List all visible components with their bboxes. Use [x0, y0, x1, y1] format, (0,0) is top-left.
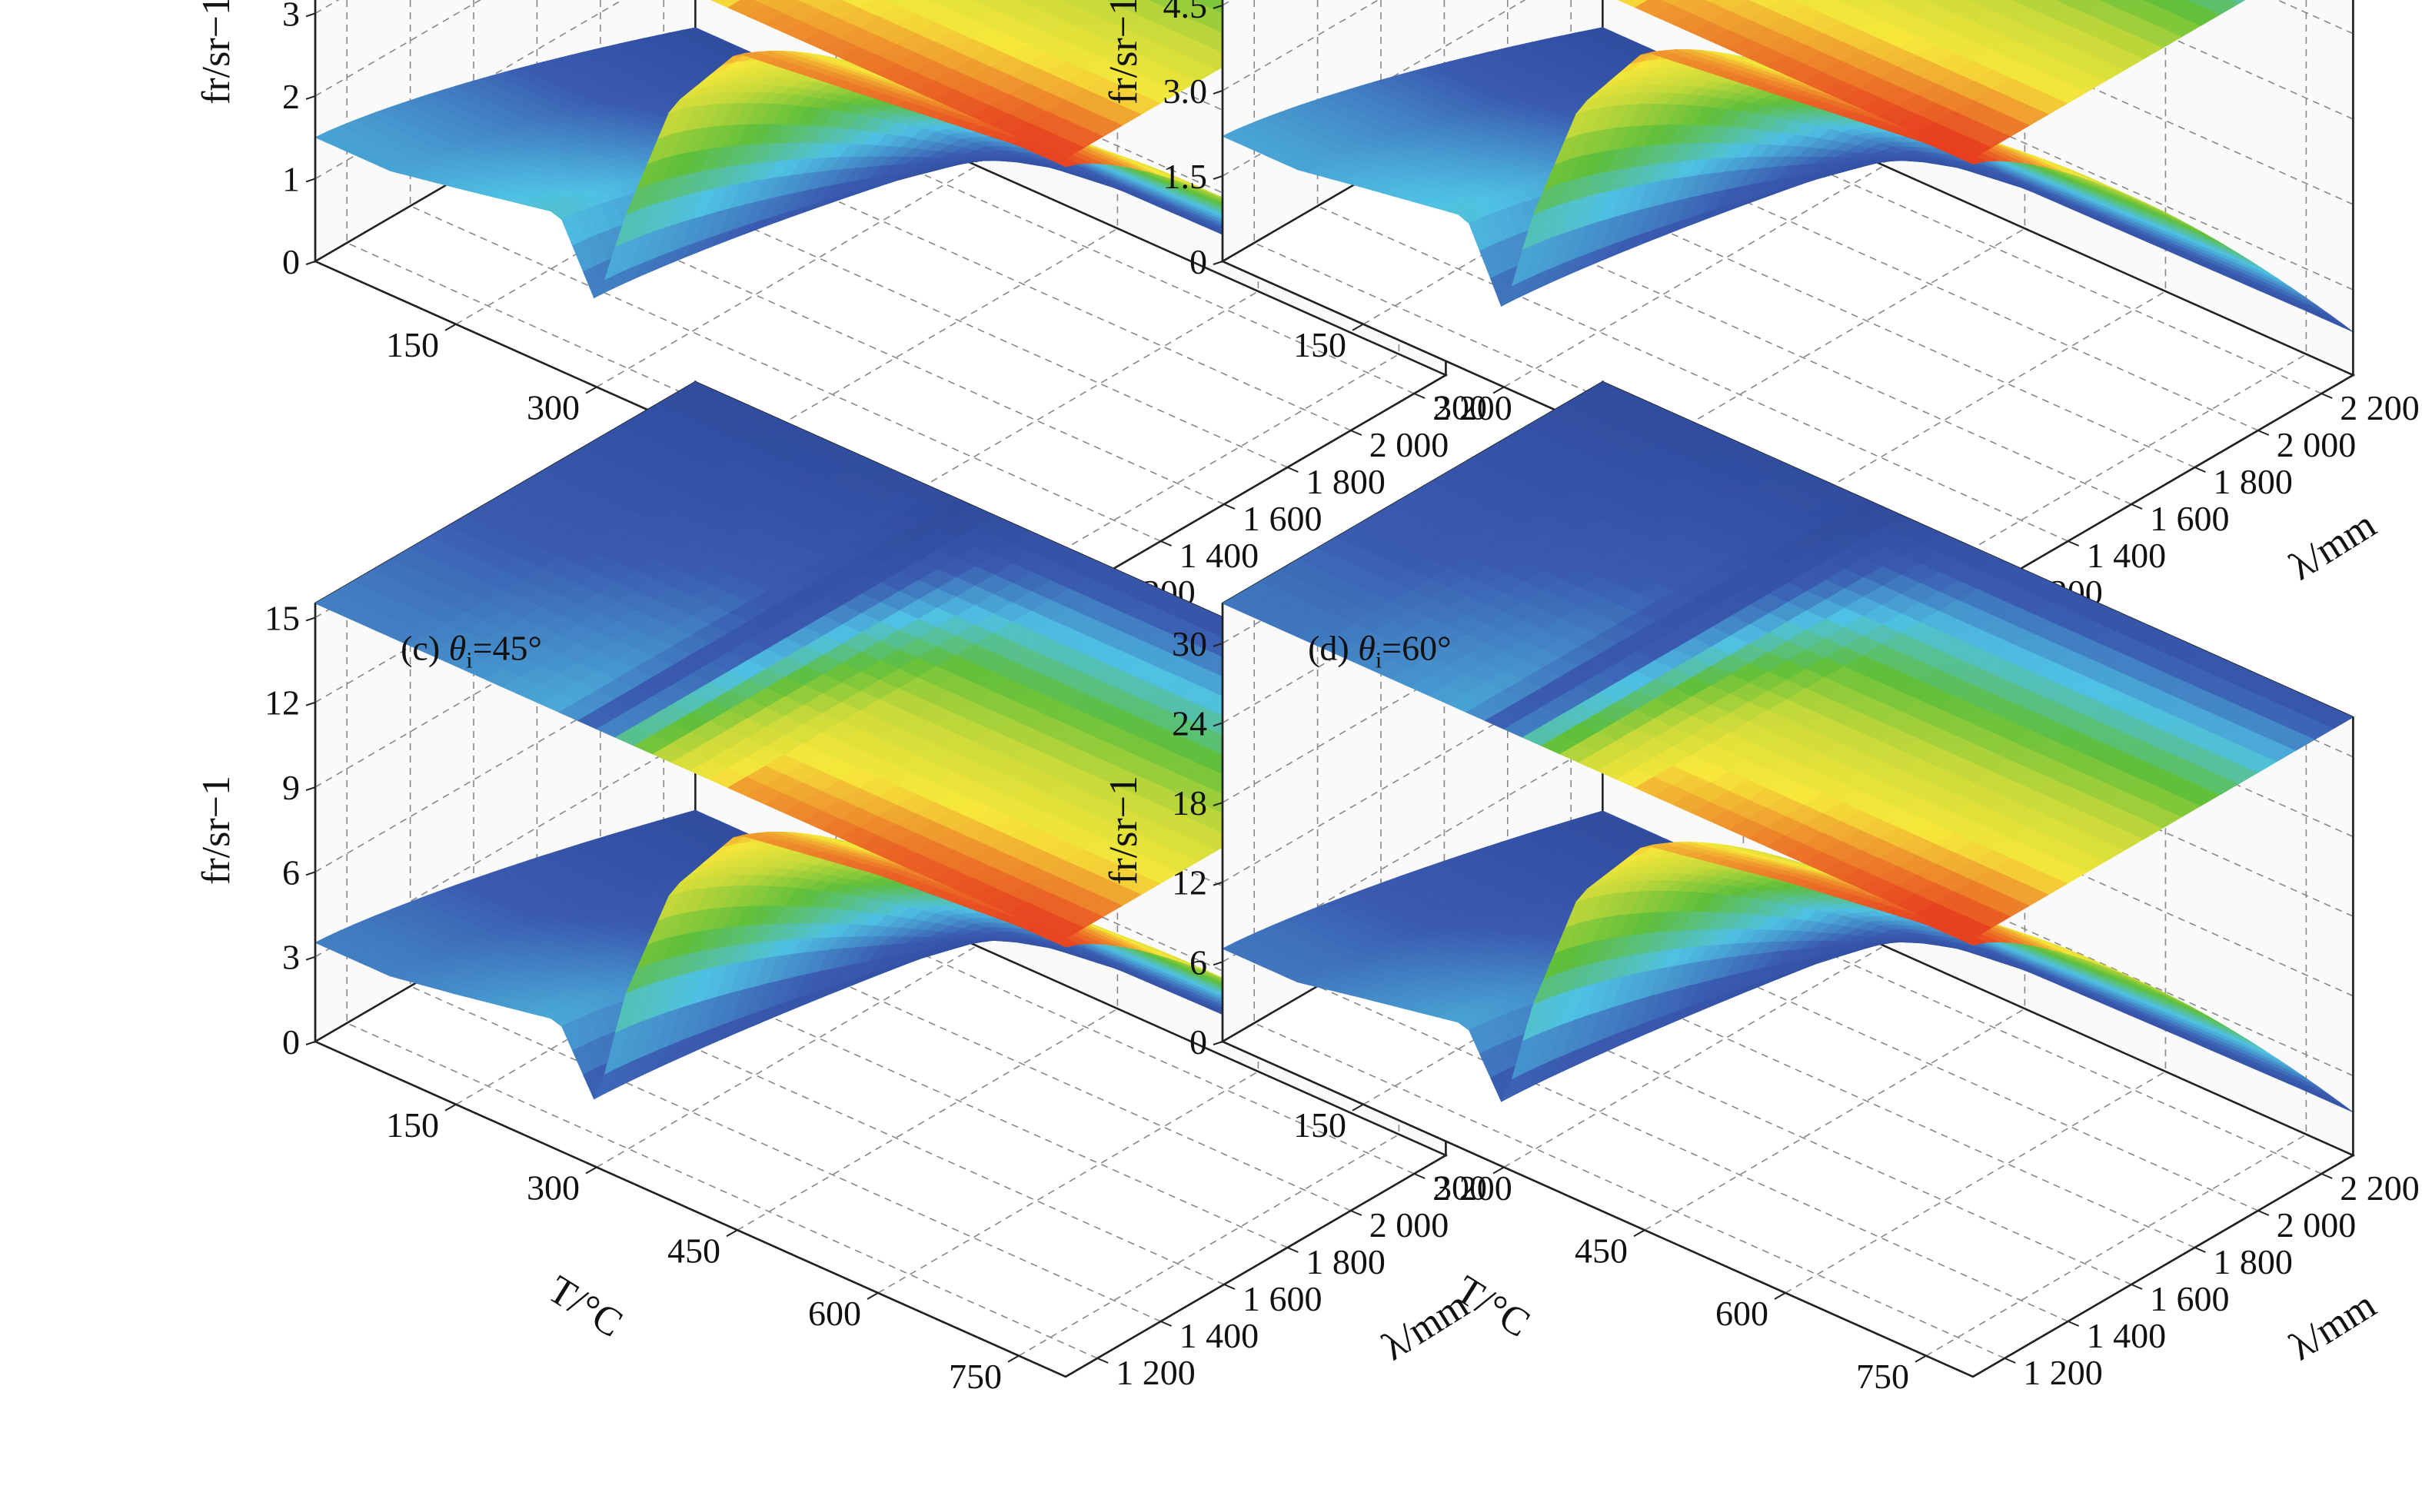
x-tick-label: 300 — [527, 388, 580, 427]
y-tick-mark — [1413, 393, 1426, 399]
z-gridline — [314, 0, 1446, 294]
y-tick-mark — [1223, 503, 1236, 510]
y-tick-mark — [1287, 467, 1299, 473]
z-axis-label: fr/sr−1 — [195, 0, 238, 105]
y-tick-label: 1 400 — [1179, 536, 1259, 575]
z-tick-label: 0 — [282, 242, 300, 281]
y-tick-label: 1 800 — [1306, 462, 1386, 501]
z-tick-mark — [305, 261, 316, 265]
lambda-gridline — [599, 0, 1352, 431]
x-tick-mark — [444, 323, 457, 331]
z-tick-mark — [305, 178, 316, 183]
lambda-gridline — [536, 0, 1288, 468]
z-tick-label: 3 — [282, 0, 300, 33]
lambda-gridline — [663, 0, 1415, 394]
y-tick-label: 1 600 — [1243, 499, 1322, 538]
z-tick-label: 2 — [282, 77, 300, 116]
z-tick-mark — [305, 12, 316, 18]
z-tick-mark — [305, 95, 316, 100]
x-tick-mark — [585, 386, 597, 394]
y-tick-mark — [1160, 540, 1172, 547]
lambda-gridline — [473, 0, 1225, 505]
y-tick-mark — [1350, 430, 1362, 436]
z-gridline — [314, 0, 1446, 211]
z-tick-label: 1 — [282, 159, 300, 198]
y-tick-label: 2 000 — [1369, 425, 1449, 464]
x-tick-label: 150 — [386, 325, 439, 364]
lambda-gridline — [409, 0, 1161, 542]
